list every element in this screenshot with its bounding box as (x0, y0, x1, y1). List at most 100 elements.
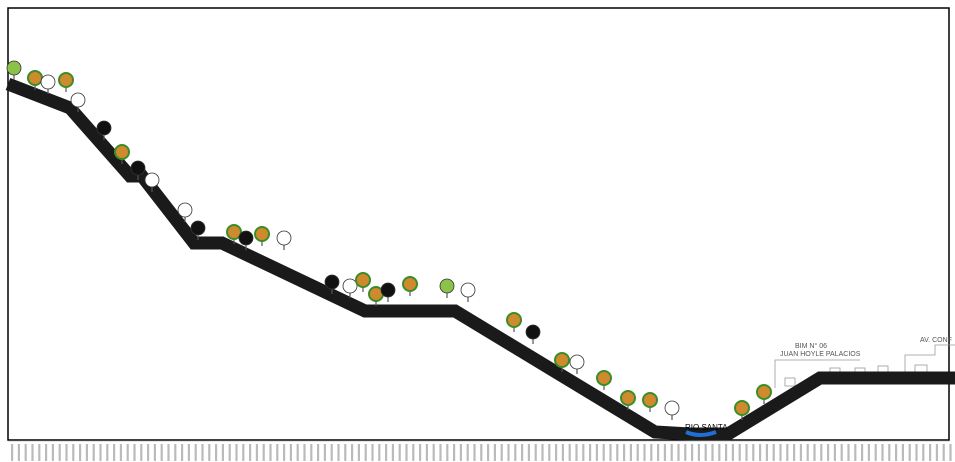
elevation-tick (385, 444, 388, 461)
elevation-tick (799, 444, 802, 461)
elevation-tick (636, 444, 639, 461)
tree (130, 160, 146, 180)
tree-crown (355, 272, 371, 288)
tree-crown (70, 92, 86, 108)
elevation-tick (561, 444, 564, 461)
tree-crown (324, 274, 340, 290)
elevation-tick (425, 444, 428, 461)
elevation-tick (840, 444, 843, 461)
elevation-tick (126, 444, 129, 461)
elevation-tick (439, 444, 442, 461)
elevation-tick (51, 444, 54, 461)
elevation-tick (147, 444, 150, 461)
elevation-tick (847, 444, 850, 461)
elevation-tick (38, 444, 41, 461)
elevation-tick (255, 444, 258, 461)
tree-crown (664, 400, 680, 416)
elevation-tick (153, 444, 156, 461)
elevation-tick (473, 444, 476, 461)
elevation-tick (806, 444, 809, 461)
elevation-tick (72, 444, 75, 461)
elevation-tick (861, 444, 864, 461)
elevation-tick (317, 444, 320, 461)
tree (144, 172, 160, 192)
elevation-tick (459, 444, 462, 461)
elevation-tick (942, 444, 945, 461)
river (685, 430, 717, 437)
tree-crown (177, 202, 193, 218)
elevation-tick (174, 444, 177, 461)
elevation-tick (262, 444, 265, 461)
avenue-label: AV. CONF (920, 337, 952, 344)
elevation-tick (453, 444, 456, 461)
elevation-tick (854, 444, 857, 461)
elevation-tick (589, 444, 592, 461)
elevation-tick (113, 444, 116, 461)
tree-crown (226, 224, 242, 240)
elevation-tick (106, 444, 109, 461)
elevation-tick (922, 444, 925, 461)
elevation-tick (759, 444, 762, 461)
tree (177, 202, 193, 222)
elevation-tick (752, 444, 755, 461)
elevation-tick (643, 444, 646, 461)
elevation-tick (888, 444, 891, 461)
elevation-tick (765, 444, 768, 461)
tree (114, 144, 130, 164)
elevation-tick (827, 444, 830, 461)
tree-crown (144, 172, 160, 188)
tree (569, 354, 585, 374)
elevation-tick (949, 444, 952, 461)
tree (380, 282, 396, 302)
frame (7, 7, 950, 441)
tree-crown (596, 370, 612, 386)
tree (70, 92, 86, 112)
elevation-tick (670, 444, 673, 461)
elevation-tick (908, 444, 911, 461)
elevation-tick (133, 444, 136, 461)
tree-crown (460, 282, 476, 298)
elevation-tick (555, 444, 558, 461)
elevation-tick (412, 444, 415, 461)
elevation-tick (310, 444, 313, 461)
elevation-tick (65, 444, 68, 461)
tree (6, 60, 22, 80)
elevation-tick (466, 444, 469, 461)
elevation-tick (793, 444, 796, 461)
elevation-tick (208, 444, 211, 461)
tree-crown (130, 160, 146, 176)
elevation-tick (500, 444, 503, 461)
elevation-tick (813, 444, 816, 461)
tree (756, 384, 772, 404)
elevation-tick (663, 444, 666, 461)
elevation-tick (249, 444, 252, 461)
elevation-tick (915, 444, 918, 461)
tree-crown (6, 60, 22, 76)
elevation-tick (623, 444, 626, 461)
tree-crown (40, 74, 56, 90)
elevation-tick (85, 444, 88, 461)
elevation-tick (657, 444, 660, 461)
school-building (774, 344, 955, 388)
elevation-tick (357, 444, 360, 461)
elevation-tick (160, 444, 163, 461)
elevation-tick (480, 444, 483, 461)
tree (596, 370, 612, 390)
elevation-tick (786, 444, 789, 461)
tree-crown (554, 352, 570, 368)
tree (506, 312, 522, 332)
elevation-tick (215, 444, 218, 461)
elevation-tick (201, 444, 204, 461)
tree-crown (190, 220, 206, 236)
tree-crown (402, 276, 418, 292)
elevation-tick (691, 444, 694, 461)
elevation-tick (582, 444, 585, 461)
elevation-tick (568, 444, 571, 461)
elevation-tick (99, 444, 102, 461)
elevation-tick (833, 444, 836, 461)
tree (342, 278, 358, 298)
elevation-tick (493, 444, 496, 461)
tree-crown (734, 400, 750, 416)
elevation-tick (718, 444, 721, 461)
tree (324, 274, 340, 294)
